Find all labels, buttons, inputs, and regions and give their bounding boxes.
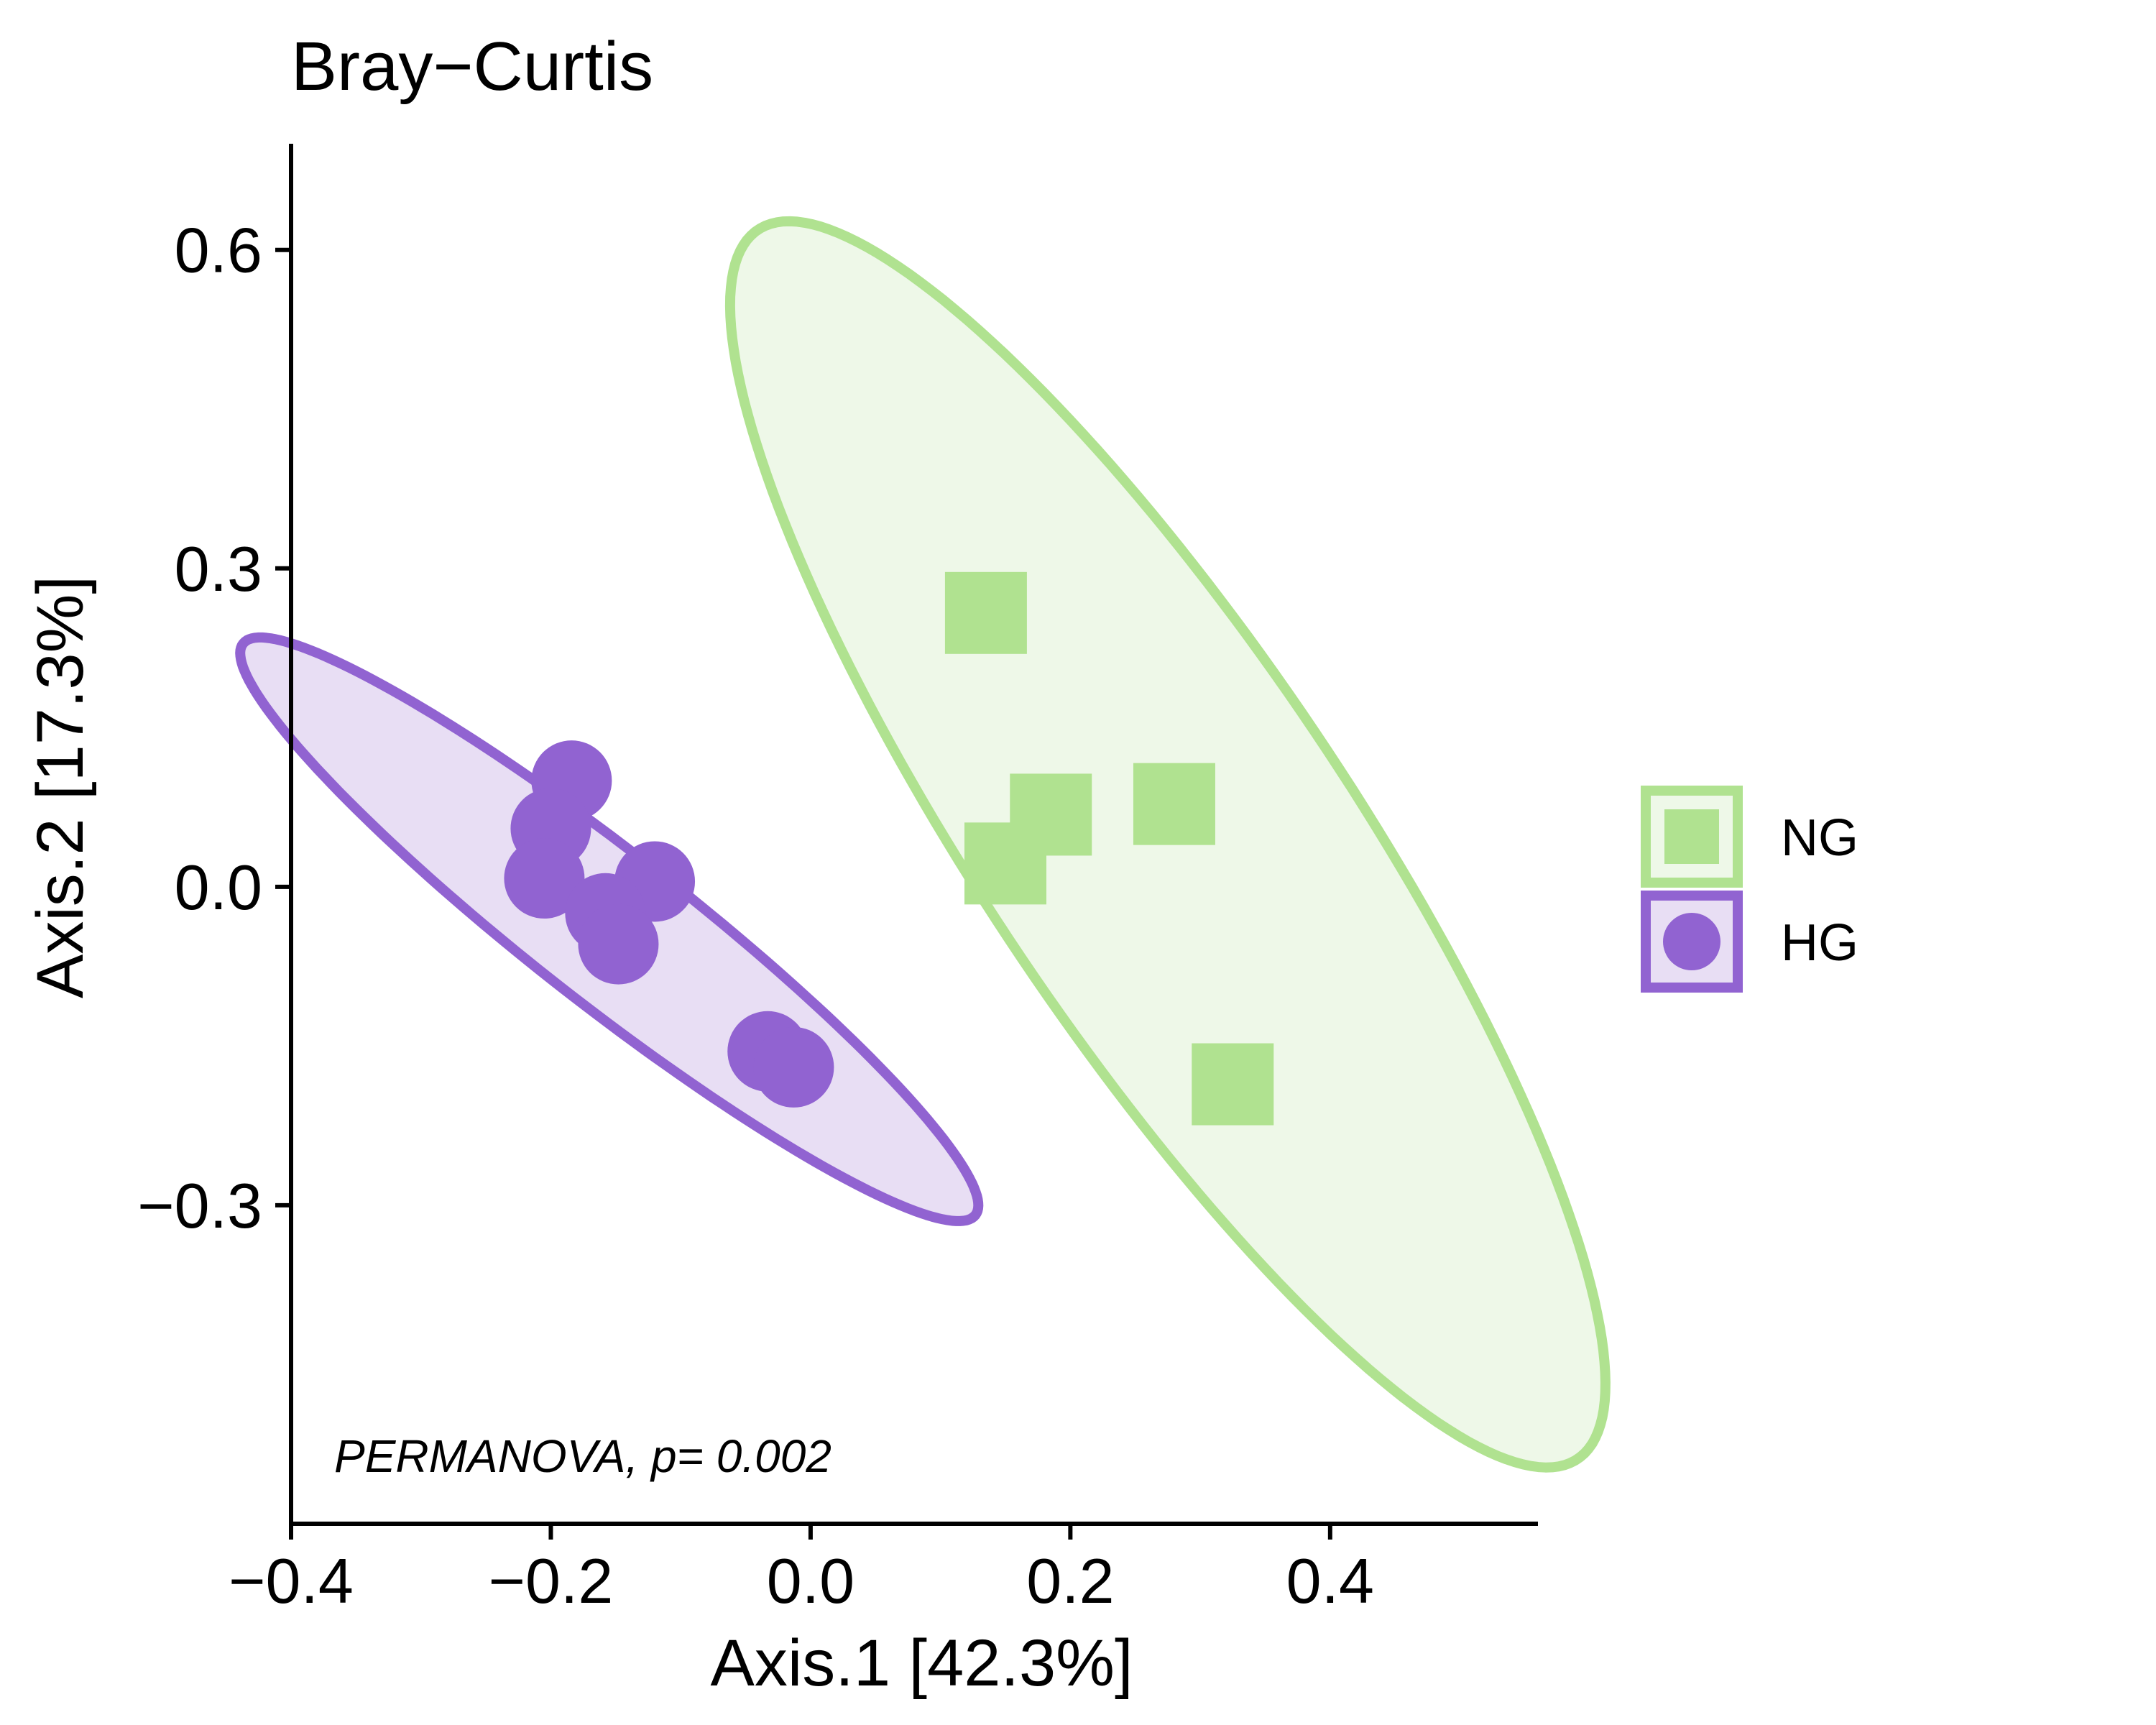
- y-tick-label-2: 0.0: [175, 852, 262, 923]
- plot-area: [235, 216, 1611, 1473]
- point-hg-8: [753, 1026, 834, 1108]
- x-tick-label-4: 0.2: [1026, 1545, 1114, 1616]
- chart-title: Bray−Curtis: [291, 28, 653, 105]
- x-tick-label-1: −0.4: [229, 1545, 354, 1616]
- point-ng-3: [964, 822, 1047, 905]
- legend-marker-ng: [1664, 809, 1719, 864]
- y-tick-label-4: 0.6: [175, 215, 262, 286]
- x-tick-label-3: 0.0: [767, 1545, 854, 1616]
- x-axis-title: Axis.1 [42.3%]: [710, 1627, 1133, 1700]
- legend-item-ng: NG: [1641, 786, 1858, 888]
- legend-label-hg: HG: [1781, 914, 1858, 972]
- permanova-annotation: PERMANOVA, p= 0.002: [334, 1430, 831, 1482]
- point-ng-1: [944, 571, 1027, 654]
- y-tick-label-1: −0.3: [137, 1170, 262, 1241]
- legend-item-hg: HG: [1641, 891, 1858, 993]
- x-tick-label-5: 0.4: [1286, 1545, 1374, 1616]
- point-ng-4: [1133, 763, 1215, 845]
- point-hg-3: [504, 838, 585, 919]
- point-ng-5: [1192, 1043, 1274, 1126]
- y-axis-title: Axis.2 [17.3%]: [24, 576, 97, 998]
- legend-marker-hg: [1663, 913, 1720, 970]
- axes: −0.4 −0.2 0.0 0.2 0.4 −0.3 0.0 0.3 0.6 Axis.1 [42…: [24, 144, 1538, 1700]
- x-tick-label-2: −0.2: [489, 1545, 614, 1616]
- point-hg-6: [578, 903, 659, 985]
- legend: NG HG: [1641, 786, 1858, 993]
- y-tick-label-3: 0.3: [175, 533, 262, 604]
- legend-label-ng: NG: [1781, 809, 1858, 867]
